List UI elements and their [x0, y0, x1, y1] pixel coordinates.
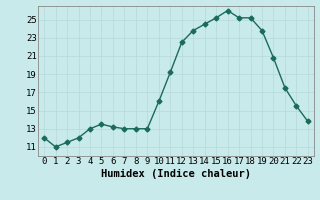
X-axis label: Humidex (Indice chaleur): Humidex (Indice chaleur): [101, 169, 251, 179]
